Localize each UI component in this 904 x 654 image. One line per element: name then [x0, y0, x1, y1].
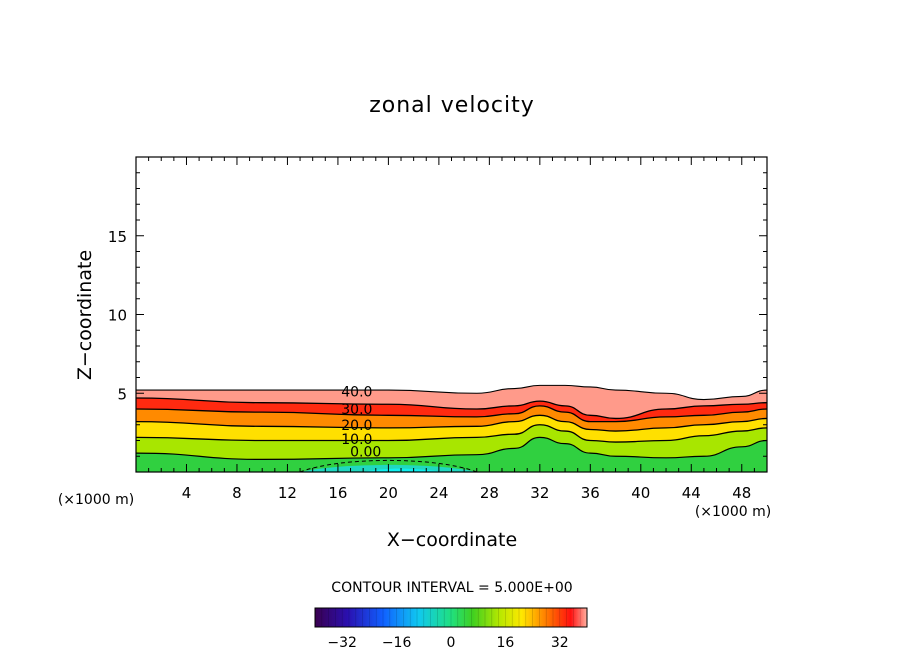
x-tick-label: 36 — [581, 484, 600, 502]
colorbar: −32 −16 0 16 32 — [314, 607, 588, 651]
x-tick-label: 8 — [232, 484, 242, 502]
contour-10 — [136, 424, 767, 443]
contour-top — [136, 384, 767, 401]
contour-lines — [136, 384, 767, 472]
contour-20 — [136, 414, 767, 432]
x-unit-right: (×1000 m) — [695, 504, 771, 520]
contour-30 — [136, 405, 767, 423]
y-axis-label: Z−coordinate — [74, 250, 96, 380]
negative-velocity-core — [360, 468, 447, 472]
contour-40 — [136, 397, 767, 420]
colorbar-tick-label: 0 — [447, 635, 456, 651]
y-tick-label: 5 — [117, 385, 127, 403]
band-20-30 — [136, 405, 767, 432]
x-tick-label: 40 — [631, 484, 650, 502]
contour-label: 10.0 — [341, 432, 372, 448]
colorbar-frame — [314, 607, 588, 628]
x-tick-label: 16 — [328, 484, 347, 502]
y-tick-label: 10 — [108, 307, 127, 325]
colorbar-tick-label: −32 — [327, 635, 357, 651]
contour-label: 0.00 — [350, 445, 381, 461]
x-tick-label: 4 — [182, 484, 192, 502]
x-unit-left: (×1000 m) — [58, 492, 134, 508]
x-tick-label: 12 — [278, 484, 297, 502]
y-tick-label: 15 — [108, 228, 127, 246]
axis-ticks — [136, 157, 767, 472]
band-below-0 — [136, 437, 767, 472]
band-above-40 — [136, 385, 767, 419]
band-0-10 — [136, 424, 767, 460]
colorbar-gradient — [315, 608, 587, 627]
colorbar-tick-label: 16 — [496, 635, 514, 651]
x-axis-label: X−coordinate — [387, 529, 517, 551]
band-10-20 — [136, 415, 767, 443]
x-tick-label: 20 — [379, 484, 398, 502]
x-tick-label: 32 — [530, 484, 549, 502]
contour-label: 40.0 — [341, 385, 372, 401]
contour-label: 30.0 — [341, 402, 372, 418]
contour-negative-dashed — [299, 459, 477, 472]
contour-interval-text: CONTOUR INTERVAL = 5.000E+00 — [331, 580, 572, 596]
chart-title: zonal velocity — [369, 93, 535, 118]
contour-0 — [136, 436, 767, 461]
x-tick-label: 48 — [732, 484, 751, 502]
colorbar-segments — [321, 608, 581, 627]
contour-labels: 40.030.020.010.00.00 — [341, 385, 381, 461]
colorbar-tick-label: 32 — [551, 635, 569, 651]
colorbar-tick-label: −16 — [382, 635, 412, 651]
x-tick-label: 28 — [480, 484, 499, 502]
band-30-40 — [136, 397, 767, 422]
colorbar-tick-labels: −32 −16 0 16 32 — [327, 635, 568, 651]
contour-label: 20.0 — [341, 418, 372, 434]
x-tick-label: 24 — [429, 484, 448, 502]
x-tick-labels: 4 8 12 16 20 24 28 32 36 40 44 48 — [182, 484, 752, 502]
y-tick-labels: 5 10 15 — [108, 228, 127, 404]
velocity-field — [136, 385, 767, 472]
x-tick-label: 44 — [682, 484, 701, 502]
